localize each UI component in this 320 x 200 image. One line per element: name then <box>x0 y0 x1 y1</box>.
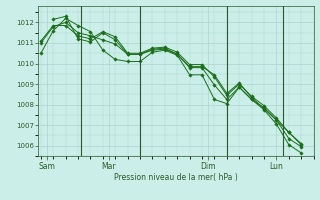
X-axis label: Pression niveau de la mer( hPa ): Pression niveau de la mer( hPa ) <box>114 173 238 182</box>
